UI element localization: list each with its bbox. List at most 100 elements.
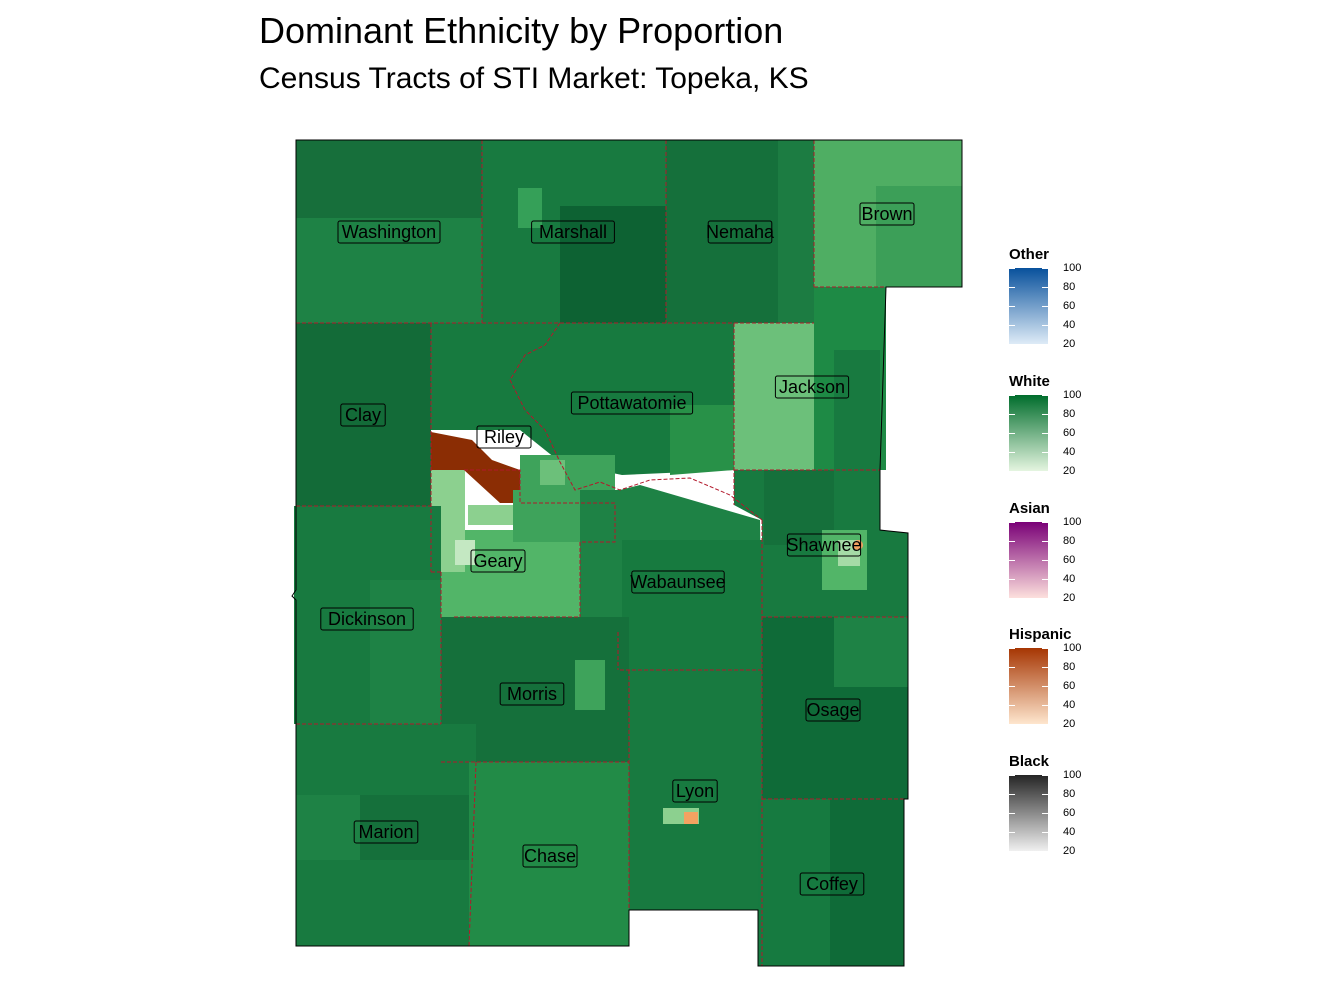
county-label-text: Washington xyxy=(342,222,436,242)
map-subtitle: Census Tracts of STI Market: Topeka, KS xyxy=(259,62,809,95)
tract xyxy=(778,140,814,323)
census-tracts xyxy=(294,140,962,966)
market-outline xyxy=(291,139,963,967)
legend-break-label: 40 xyxy=(1063,826,1076,838)
county-label: Shawnee xyxy=(786,533,862,557)
county-label: Chase xyxy=(522,844,578,868)
county-label-text: Lyon xyxy=(676,781,714,801)
legend-tick xyxy=(1042,851,1048,852)
legend-break-label: 80 xyxy=(1063,281,1076,293)
legend-tick xyxy=(1009,395,1015,396)
legend-colorbar xyxy=(1009,648,1048,724)
legend-break-label: 20 xyxy=(1063,465,1076,477)
legend-tick xyxy=(1042,433,1048,434)
legend-break-label: 40 xyxy=(1063,446,1076,458)
county-label: Clay xyxy=(340,403,386,427)
legend-tick xyxy=(1009,325,1015,326)
legend-break-label: 60 xyxy=(1063,807,1076,819)
legend-tick xyxy=(1009,471,1015,472)
county-label: Brown xyxy=(859,202,915,226)
county-label-text: Chase xyxy=(524,846,576,866)
legend-break-label: 20 xyxy=(1063,592,1076,604)
legend-tick xyxy=(1009,522,1015,523)
legend-tick xyxy=(1042,832,1048,833)
legend-title: Hispanic xyxy=(1009,626,1072,643)
legend-tick xyxy=(1009,306,1015,307)
legend-tick xyxy=(1009,433,1015,434)
legend-tick xyxy=(1009,724,1015,725)
county-label-text: Morris xyxy=(507,684,557,704)
legend-break-label: 80 xyxy=(1063,535,1076,547)
tract xyxy=(296,795,360,860)
tract xyxy=(876,186,962,287)
legend-tick xyxy=(1009,268,1015,269)
county-label: Jackson xyxy=(774,375,850,399)
legend-tick xyxy=(1009,775,1015,776)
legend-tick xyxy=(1042,579,1048,580)
tract xyxy=(431,323,734,475)
tract xyxy=(834,350,880,470)
legend-tick xyxy=(1009,579,1015,580)
legend-tick xyxy=(1042,560,1048,561)
legend-colorbar xyxy=(1009,395,1048,471)
tract xyxy=(370,580,441,724)
legend-tick xyxy=(1042,667,1048,668)
legend-tick xyxy=(1009,414,1015,415)
legend-tick xyxy=(1042,287,1048,288)
legend-tick xyxy=(1009,851,1015,852)
county-label-text: Marshall xyxy=(539,222,607,242)
county-label: Marshall xyxy=(531,220,615,244)
legend-tick xyxy=(1009,686,1015,687)
legend-tick xyxy=(1042,598,1048,599)
county-label-text: Pottawatomie xyxy=(577,393,686,413)
legend-break-label: 20 xyxy=(1063,718,1076,730)
county-label-text: Shawnee xyxy=(786,535,861,555)
county-label-text: Geary xyxy=(473,551,522,571)
tract xyxy=(575,660,605,710)
legend-break-label: 20 xyxy=(1063,845,1076,857)
legend-tick xyxy=(1042,705,1048,706)
legend-tick xyxy=(1009,287,1015,288)
county-label: Osage xyxy=(805,698,861,722)
legend-white: White 100 80 60 40 20 xyxy=(1009,373,1129,477)
legend-break-label: 20 xyxy=(1063,338,1076,350)
county-label: Washington xyxy=(337,220,441,244)
county-label-text: Dickinson xyxy=(328,609,406,629)
county-label: Wabaunsee xyxy=(630,570,726,594)
county-label: Dickinson xyxy=(320,607,414,631)
legend-break-label: 100 xyxy=(1063,642,1082,654)
legend-tick xyxy=(1042,775,1048,776)
tract xyxy=(469,762,629,946)
county-label-text: Osage xyxy=(806,700,859,720)
map-title: Dominant Ethnicity by Proportion xyxy=(259,10,784,51)
legend-hispanic: Hispanic 100 80 60 40 20 xyxy=(1009,626,1129,730)
legend-asian: Asian 100 80 60 40 20 xyxy=(1009,500,1129,604)
legend-break-label: 80 xyxy=(1063,661,1076,673)
legend-colorbar xyxy=(1009,522,1048,598)
tract xyxy=(684,812,698,824)
county-label: Coffey xyxy=(799,872,865,896)
legend-title: Asian xyxy=(1009,500,1050,517)
legend-tick xyxy=(1042,724,1048,725)
legend-tick xyxy=(1042,794,1048,795)
tract xyxy=(560,206,666,323)
legend-tick xyxy=(1009,344,1015,345)
legend-tick xyxy=(1009,648,1015,649)
legend-tick xyxy=(1042,306,1048,307)
legend-tick xyxy=(1009,560,1015,561)
legend-break-label: 80 xyxy=(1063,788,1076,800)
tract xyxy=(834,617,908,687)
tract xyxy=(629,670,762,910)
county-label-text: Nemaha xyxy=(706,222,775,242)
county-label-text: Jackson xyxy=(779,377,845,397)
legend-break-label: 100 xyxy=(1063,389,1082,401)
legend-tick xyxy=(1042,686,1048,687)
legend-tick xyxy=(1009,667,1015,668)
legend-title: White xyxy=(1009,373,1050,390)
legend-black: Black 100 80 60 40 20 xyxy=(1009,753,1129,857)
legend-tick xyxy=(1009,832,1015,833)
legend-tick xyxy=(1009,452,1015,453)
legend-break-label: 40 xyxy=(1063,699,1076,711)
county-label-text: Wabaunsee xyxy=(630,572,725,592)
